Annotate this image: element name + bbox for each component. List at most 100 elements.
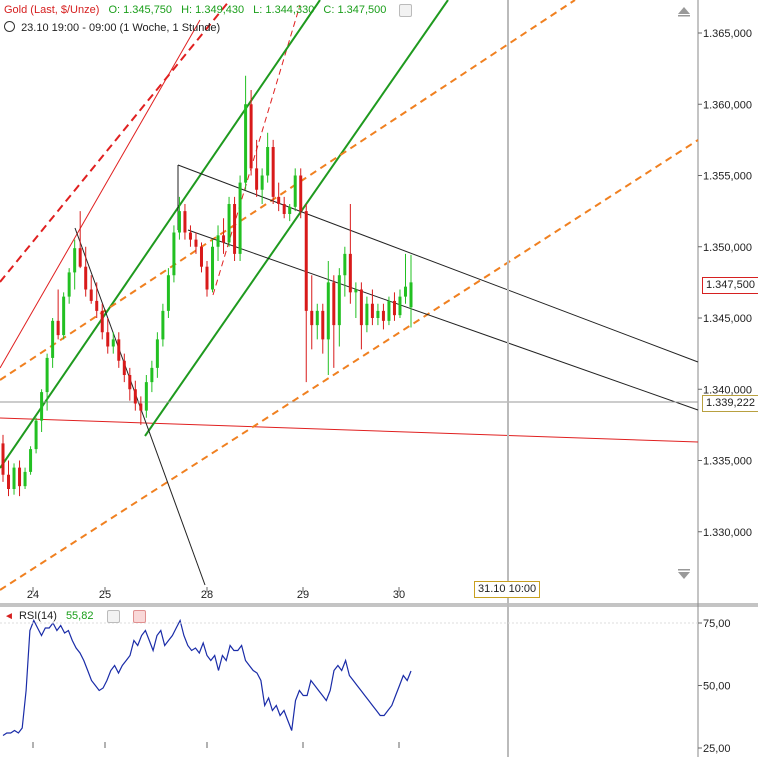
candle-body [343,253,347,276]
candle-body [370,303,374,318]
candle-body [111,339,115,347]
candle-body [100,310,104,333]
candle-body [365,303,369,326]
black-channel-upper [177,164,699,363]
candle-body [128,375,132,390]
candle-body [23,471,27,487]
rsi-header: ◄ RSI(14) 55,82 [4,610,152,623]
candle-body [78,248,82,267]
rsi-tick-label: 75,00 [703,618,731,630]
candle-body [7,474,11,489]
price-tick-label: 1.330,000 [703,527,752,539]
candle-body [227,204,231,243]
candle-body [34,420,38,450]
rsi-value: 55,82 [65,610,94,623]
candle-body [51,320,55,358]
candle-body [255,168,259,190]
candle-body [332,282,336,326]
candle-body [376,310,380,318]
price-tick-label: 1.335,000 [703,456,752,468]
candle-body [326,282,330,340]
scroll-down-icon[interactable] [677,568,691,580]
candle-body [216,235,220,247]
candle-body [233,204,237,254]
candle-body [95,300,99,311]
candle-body [238,182,242,254]
candle-body [1,443,5,475]
price-tick-label: 1.355,000 [703,171,752,183]
settings-icon[interactable] [399,4,413,17]
rsi-close-icon[interactable] [132,610,146,623]
instrument-name: Gold (Last, $/Unze) [4,4,100,17]
high-value: H: 1.349,430 [181,4,245,17]
low-value: L: 1.344,330 [253,4,315,17]
red-dashed-trendline [0,0,231,283]
time-tick-label: 24 [27,589,39,601]
candle-body [183,211,187,233]
price-tick-label: 1.345,000 [703,313,752,325]
candle-body [62,296,66,336]
candle-body [29,449,33,472]
candle-body [211,246,215,290]
candle-body [56,320,60,336]
period-info: 23.10 19:00 - 09:00 (1 Woche, 1 Stunde) [4,21,226,34]
price-tick-label: 1.360,000 [703,99,752,111]
candle-body [106,332,110,347]
candle-body [359,289,363,326]
price-tick-label: 1.350,000 [703,242,752,254]
candle-body [299,175,303,212]
candle-body [155,339,159,368]
candle-body [188,232,192,240]
candle-body [387,300,391,321]
candle-body [293,175,297,207]
green-channel-upper [0,0,321,469]
candle-body [304,211,308,311]
ohlc-header: Gold (Last, $/Unze) O: 1.345,750 H: 1.34… [4,4,418,17]
candle-body [277,196,281,204]
candle-body [354,289,358,293]
price-tick-label: 1.340,000 [703,384,752,396]
candle-body [348,253,352,293]
orange-channel-lower [0,139,699,591]
candle-body [89,289,93,301]
candle-body [199,246,203,267]
period-text: 23.10 19:00 - 09:00 (1 Woche, 1 Stunde) [21,22,221,34]
candle-body [392,300,396,316]
candle-body [315,310,319,326]
candle-body [133,389,137,404]
time-tick-label: 25 [99,589,111,601]
green-channel-lower [144,0,449,437]
rsi-tick-label: 25,00 [703,743,731,755]
candle-body [40,392,44,421]
rsi-tick-label: 50,00 [703,681,731,693]
crosshair-price-tag: 1.339,222 [702,395,758,412]
clock-icon [4,21,15,32]
candle-body [150,367,154,383]
candle-body [12,467,16,489]
last-price-tag: 1.347,500 [702,277,758,294]
candle-body [381,310,385,321]
candle-body [45,357,49,393]
candle-body [266,147,270,176]
rsi-settings-icon[interactable] [106,610,120,623]
black-channel-lower [187,229,699,411]
candle-body [282,204,286,214]
candle-body [310,310,314,326]
candle-body [18,467,22,487]
time-tick-label: 28 [201,589,213,601]
candle-body [122,360,126,375]
candle-body [244,104,248,183]
red-horizontal-trendline [0,417,699,443]
candle-body [139,403,143,411]
candle-body [144,382,148,411]
rsi-line [2,618,412,737]
candle-body [409,282,413,308]
candle-body [117,339,121,361]
candle-body [84,266,88,290]
candle-body [260,175,264,190]
candle-body [161,310,165,340]
scroll-up-icon[interactable] [677,5,691,17]
time-tick-label: 29 [297,589,309,601]
candle-body [194,239,198,247]
